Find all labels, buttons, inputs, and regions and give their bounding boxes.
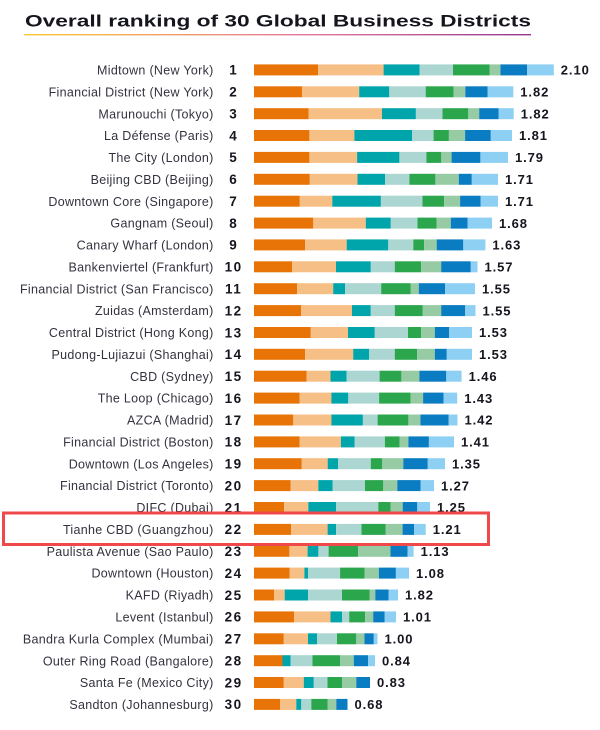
svg-text:27: 27 bbox=[225, 632, 243, 647]
svg-text:1.79: 1.79 bbox=[515, 150, 544, 165]
svg-text:1.82: 1.82 bbox=[520, 85, 549, 100]
svg-text:1.71: 1.71 bbox=[505, 172, 534, 187]
svg-text:13: 13 bbox=[225, 325, 243, 340]
svg-text:0.83: 0.83 bbox=[377, 675, 406, 690]
svg-text:Zuidas (Amsterdam): Zuidas (Amsterdam) bbox=[95, 304, 214, 318]
svg-text:The Loop (Chicago): The Loop (Chicago) bbox=[98, 392, 214, 406]
svg-text:0.68: 0.68 bbox=[355, 697, 384, 712]
svg-text:11: 11 bbox=[225, 282, 242, 297]
svg-text:18: 18 bbox=[225, 435, 243, 450]
svg-text:3: 3 bbox=[229, 107, 238, 122]
svg-text:20: 20 bbox=[225, 478, 243, 493]
svg-text:Financial District (Toronto): Financial District (Toronto) bbox=[60, 479, 214, 493]
svg-text:6: 6 bbox=[229, 172, 238, 187]
svg-text:29: 29 bbox=[225, 675, 243, 690]
svg-text:1.42: 1.42 bbox=[465, 413, 494, 428]
svg-text:0.84: 0.84 bbox=[382, 653, 411, 668]
svg-text:Overall ranking of 30 Global B: Overall ranking of 30 Global Business Di… bbox=[25, 12, 531, 31]
svg-text:1.55: 1.55 bbox=[482, 281, 511, 296]
svg-text:1.41: 1.41 bbox=[461, 435, 490, 450]
svg-text:Pudong-Lujiazui (Shanghai): Pudong-Lujiazui (Shanghai) bbox=[52, 348, 214, 362]
svg-text:1.25: 1.25 bbox=[437, 500, 466, 515]
svg-text:2.10: 2.10 bbox=[561, 63, 590, 78]
svg-text:7: 7 bbox=[229, 194, 238, 209]
svg-text:15: 15 bbox=[225, 369, 243, 384]
svg-text:14: 14 bbox=[225, 347, 243, 362]
svg-text:KAFD (Riyadh): KAFD (Riyadh) bbox=[126, 589, 214, 603]
svg-text:28: 28 bbox=[225, 654, 243, 669]
svg-text:24: 24 bbox=[225, 566, 243, 581]
svg-text:The City (London): The City (London) bbox=[108, 151, 213, 165]
svg-text:1.82: 1.82 bbox=[521, 106, 550, 121]
svg-text:AZCA (Madrid): AZCA (Madrid) bbox=[127, 414, 214, 428]
svg-text:Downtown Core (Singapore): Downtown Core (Singapore) bbox=[48, 195, 213, 209]
svg-text:1.27: 1.27 bbox=[441, 478, 470, 493]
svg-text:Bankenviertel (Frankfurt): Bankenviertel (Frankfurt) bbox=[69, 260, 214, 274]
svg-text:1.82: 1.82 bbox=[405, 588, 434, 603]
svg-text:1.08: 1.08 bbox=[416, 566, 445, 581]
svg-text:2: 2 bbox=[229, 85, 238, 100]
svg-text:1.46: 1.46 bbox=[469, 369, 498, 384]
svg-text:1.21: 1.21 bbox=[433, 522, 462, 537]
svg-text:1.13: 1.13 bbox=[421, 544, 450, 559]
svg-text:La Défense (Paris): La Défense (Paris) bbox=[104, 129, 214, 143]
svg-text:26: 26 bbox=[225, 610, 243, 625]
svg-text:1.55: 1.55 bbox=[483, 303, 512, 318]
svg-text:1.68: 1.68 bbox=[499, 216, 528, 231]
svg-text:1.57: 1.57 bbox=[485, 260, 514, 275]
svg-text:10: 10 bbox=[225, 260, 243, 275]
svg-text:Midtown (New York): Midtown (New York) bbox=[97, 64, 214, 78]
svg-text:12: 12 bbox=[225, 303, 243, 318]
svg-text:Central District (Hong Kong): Central District (Hong Kong) bbox=[49, 326, 214, 340]
svg-text:Marunouchi (Tokyo): Marunouchi (Tokyo) bbox=[98, 107, 213, 121]
svg-text:1.43: 1.43 bbox=[464, 391, 493, 406]
svg-text:23: 23 bbox=[225, 544, 243, 559]
svg-text:1.63: 1.63 bbox=[492, 238, 521, 253]
svg-text:30: 30 bbox=[225, 697, 243, 712]
svg-text:1.01: 1.01 bbox=[403, 610, 432, 625]
svg-text:Levent (Istanbul): Levent (Istanbul) bbox=[115, 611, 213, 625]
svg-text:Downtown (Houston): Downtown (Houston) bbox=[91, 567, 213, 581]
svg-text:Canary Wharf (London): Canary Wharf (London) bbox=[77, 239, 214, 253]
svg-text:17: 17 bbox=[225, 413, 243, 428]
svg-text:Financial District (San Franci: Financial District (San Francisco) bbox=[20, 282, 214, 296]
svg-text:Financial District (New York): Financial District (New York) bbox=[49, 85, 214, 99]
svg-text:Santa Fe (Mexico City): Santa Fe (Mexico City) bbox=[80, 676, 214, 690]
svg-text:8: 8 bbox=[229, 216, 238, 231]
svg-text:Downtown (Los Angeles): Downtown (Los Angeles) bbox=[69, 457, 214, 471]
svg-text:5: 5 bbox=[229, 150, 238, 165]
svg-text:9: 9 bbox=[229, 238, 238, 253]
svg-text:Financial District (Boston): Financial District (Boston) bbox=[63, 436, 214, 450]
svg-text:1: 1 bbox=[229, 63, 238, 78]
svg-text:1.81: 1.81 bbox=[519, 128, 548, 143]
svg-text:1.53: 1.53 bbox=[479, 347, 508, 362]
svg-text:19: 19 bbox=[225, 457, 243, 472]
svg-text:Outer Ring Road (Bangalore): Outer Ring Road (Bangalore) bbox=[43, 654, 214, 668]
svg-text:Tianhe CBD (Guangzhou): Tianhe CBD (Guangzhou) bbox=[63, 523, 214, 537]
svg-text:1.53: 1.53 bbox=[479, 325, 508, 340]
svg-text:Beijing CBD (Beijing): Beijing CBD (Beijing) bbox=[91, 173, 214, 187]
svg-text:Paulista Avenue (Sao Paulo): Paulista Avenue (Sao Paulo) bbox=[47, 545, 214, 559]
svg-text:1.00: 1.00 bbox=[385, 632, 414, 647]
svg-text:22: 22 bbox=[225, 522, 243, 537]
svg-text:Gangnam (Seoul): Gangnam (Seoul) bbox=[110, 217, 213, 231]
svg-text:Sandton (Johannesburg): Sandton (Johannesburg) bbox=[69, 698, 213, 712]
svg-text:16: 16 bbox=[225, 391, 243, 406]
svg-text:1.35: 1.35 bbox=[452, 456, 481, 471]
svg-text:Bandra Kurla Complex (Mumbai): Bandra Kurla Complex (Mumbai) bbox=[23, 632, 214, 646]
svg-text:4: 4 bbox=[229, 128, 238, 143]
svg-text:CBD (Sydney): CBD (Sydney) bbox=[130, 370, 213, 384]
svg-text:25: 25 bbox=[225, 588, 243, 603]
svg-text:1.71: 1.71 bbox=[505, 194, 534, 209]
